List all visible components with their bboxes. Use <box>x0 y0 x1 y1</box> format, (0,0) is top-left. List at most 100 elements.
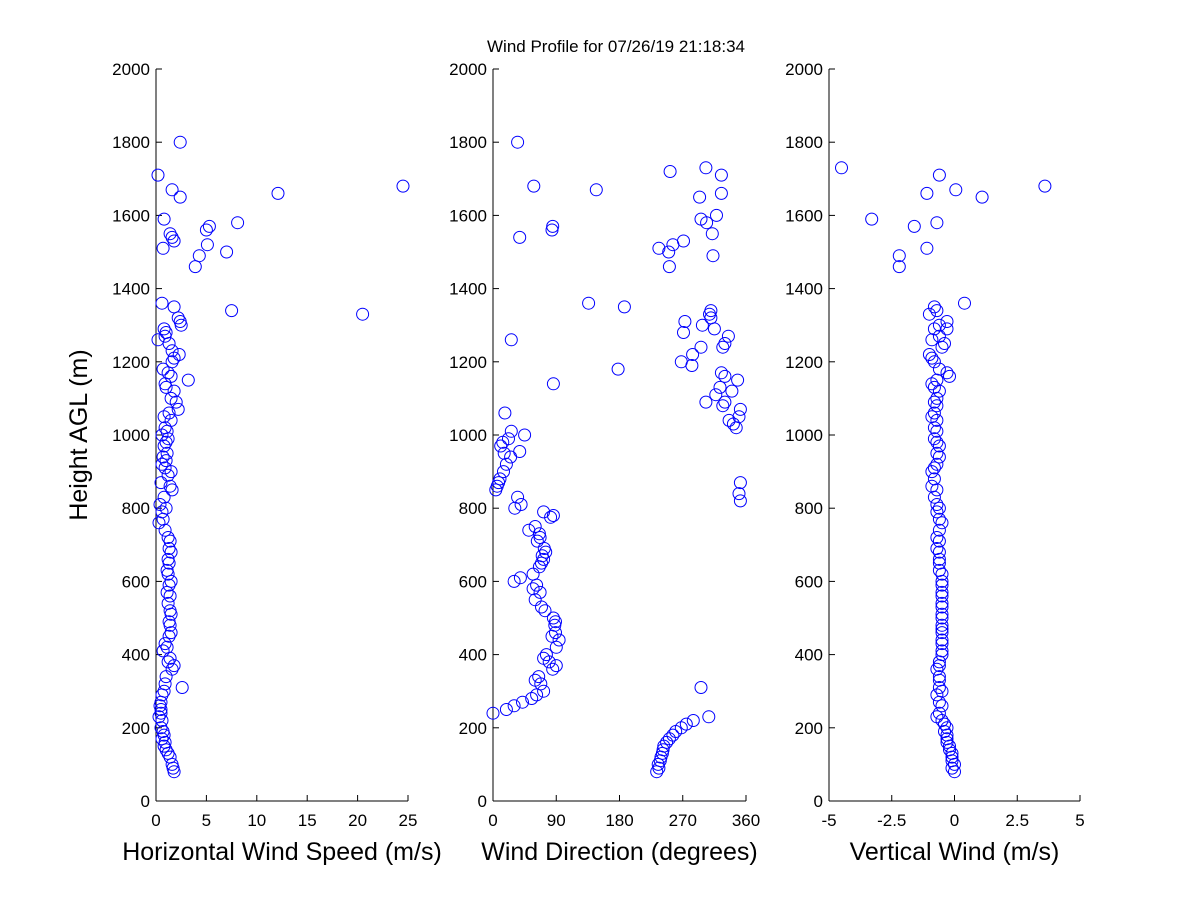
x-tick-label: -2.5 <box>877 811 906 830</box>
data-point <box>958 296 971 310</box>
data-point <box>975 190 989 204</box>
data-point <box>733 494 747 508</box>
data-point <box>156 512 170 526</box>
data-point <box>504 450 518 464</box>
data-point <box>155 457 169 471</box>
data-point <box>930 216 944 230</box>
data-point <box>528 520 542 533</box>
data-point <box>220 245 234 259</box>
data-point <box>153 498 167 511</box>
data-point <box>930 662 944 676</box>
data-point <box>161 468 175 482</box>
y-tick-label: 2000 <box>449 60 487 79</box>
data-point <box>930 531 944 544</box>
data-point <box>499 457 513 471</box>
x-tick-label: 0 <box>488 811 497 830</box>
data-point <box>935 578 949 592</box>
data-point <box>935 567 949 581</box>
data-point <box>356 307 370 321</box>
y-tick-label: 0 <box>478 792 487 811</box>
data-point <box>163 227 177 241</box>
data-point <box>652 761 666 775</box>
y-tick-label: 1800 <box>112 133 150 152</box>
chart-title: Wind Profile for 07/26/19 21:18:34 <box>487 37 745 56</box>
data-point <box>949 183 963 197</box>
panel-speed: 0 200 400 600 800 1000 1200 1400 1600 1800 2000 0 5 1… <box>112 60 442 866</box>
data-point <box>943 369 956 383</box>
data-point <box>542 655 556 669</box>
y-tick-label: 1400 <box>112 280 150 299</box>
data-point <box>174 318 188 332</box>
data-point <box>164 413 178 427</box>
data-point <box>694 681 708 694</box>
data-point <box>714 168 728 182</box>
data-point <box>930 505 944 519</box>
data-point <box>199 223 213 237</box>
data-point <box>930 391 944 405</box>
y-tick-label: 400 <box>122 646 150 665</box>
data-point <box>666 238 680 252</box>
data-point <box>733 402 747 416</box>
data-point <box>162 556 176 570</box>
data-point <box>532 670 546 684</box>
data-point <box>508 501 522 515</box>
data-point <box>539 545 553 559</box>
data-point <box>155 296 169 310</box>
data-point <box>151 168 165 182</box>
data-point <box>706 249 720 263</box>
data-point <box>927 395 941 409</box>
data-point <box>713 380 727 394</box>
data-point <box>932 450 946 464</box>
data-point <box>155 732 169 746</box>
data-point <box>726 417 740 431</box>
data-point <box>155 714 169 727</box>
data-point <box>167 659 181 673</box>
y-tick-label: 1600 <box>785 206 823 225</box>
data-point <box>935 574 949 588</box>
data-point <box>549 640 563 654</box>
data-point <box>930 688 944 702</box>
data-point <box>935 585 949 599</box>
data-point <box>948 757 961 771</box>
data-point <box>158 637 172 651</box>
data-point <box>930 498 944 511</box>
x-tick-label: 20 <box>348 811 367 830</box>
data-point <box>935 596 949 610</box>
y-tick-label: 1600 <box>112 206 150 225</box>
data-point <box>935 600 949 614</box>
data-point <box>666 728 680 742</box>
y-tick-label: 400 <box>795 646 823 665</box>
data-point <box>932 534 946 548</box>
data-point <box>530 534 544 548</box>
x-tick-label: 5 <box>1075 811 1084 830</box>
y-tick-label: 1400 <box>785 280 823 299</box>
data-point <box>932 659 946 673</box>
y-tick-label: 600 <box>122 572 150 591</box>
data-point <box>927 406 941 420</box>
data-point <box>161 567 175 581</box>
data-point <box>930 424 944 438</box>
x-tick-label: 15 <box>298 811 317 830</box>
y-tick-label: 0 <box>814 792 823 811</box>
panel-direction: 0 200 400 600 800 1000 1200 1400 1600 1800 2000 0 90… <box>449 60 760 866</box>
data-point <box>922 307 936 321</box>
data-point <box>164 369 178 383</box>
data-point <box>589 183 603 197</box>
data-point <box>152 710 166 724</box>
y-tick-label: 2000 <box>112 60 150 79</box>
x-axis-label-vertical: Vertical Wind (m/s) <box>850 838 1060 866</box>
data-point <box>151 333 165 347</box>
data-point <box>161 596 175 610</box>
data-point <box>154 721 168 735</box>
series-vertical <box>835 161 1052 779</box>
data-point <box>164 626 178 640</box>
y-tick-label: 1200 <box>785 353 823 372</box>
x-tick-label: 0 <box>151 811 160 830</box>
data-point <box>932 695 946 709</box>
data-point <box>489 483 503 497</box>
data-point <box>722 413 736 427</box>
data-point <box>271 186 285 200</box>
x-tick-label: 0 <box>950 811 959 830</box>
data-point <box>940 322 954 336</box>
data-point <box>159 380 173 394</box>
